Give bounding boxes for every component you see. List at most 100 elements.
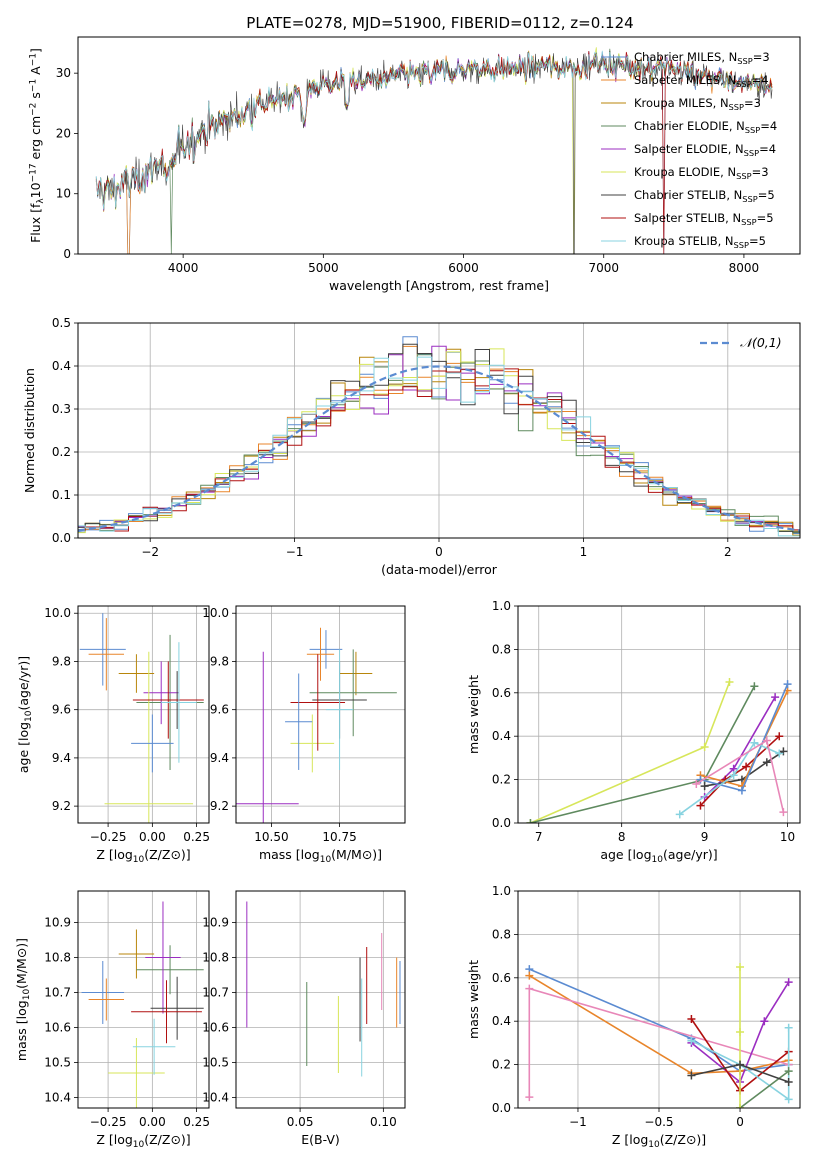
data-point [775,749,784,758]
x-tick-label: −0.5 [644,1115,673,1129]
legend-label: 𝒩(0,1) [740,335,782,350]
x-tick-label: −2 [141,545,159,559]
data-point [750,738,759,747]
data-point [725,677,734,686]
series-line [679,741,780,815]
legend-label: Kroupa ELODIE, NSSP=3 [634,165,769,181]
series-line [528,974,789,1075]
y-tick-label: 0.4 [492,1014,511,1028]
x-tick-label: 2 [724,545,732,559]
y-tick-label: 9.6 [210,703,229,717]
data-point [687,1071,696,1080]
y-tick-label: 10.0 [202,606,229,620]
chart-age_vs_Z: −0.25 0.00 0.25 9.2 9.4 9.6 9.8 10.0 Z [log10(Z/… [16,605,210,865]
x-tick-label: −0.25 [90,1115,127,1129]
plot-area-residuals [78,336,800,537]
x-tick-label: 10 [780,830,795,844]
x-tick-label: 5000 [308,261,339,275]
x-tick-label: 10.50 [254,830,288,844]
y-axis-label: mass [log10(M/M⊙)] [14,938,32,1061]
data-point [736,1060,745,1069]
data-point [784,1023,793,1032]
data-point [742,762,751,771]
x-axis-label: wavelength [Angstrom, rest frame] [329,278,549,293]
data-point [750,682,759,691]
y-tick-label: 9.8 [210,654,229,668]
y-tick-label: 0.0 [52,531,71,545]
chart-weight_vs_age: 7 8 9 10 0.0 0.2 0.4 0.6 0.8 1.0 age [log10(age/yr… [466,599,801,865]
x-tick-label: 0.00 [139,1115,166,1129]
normal-curve [78,365,800,532]
figure-title: PLATE=0278, MJD=51900, FIBERID=0112, z=0… [246,14,633,32]
y-tick-label: 10.9 [44,916,71,930]
data-point [775,732,784,741]
legend-label: Salpeter ELODIE, NSSP=4 [634,142,776,158]
chart-age_vs_mass: 10.50 10.75 9.2 9.4 9.6 9.8 10.0 mass [log10(M/… [202,605,406,865]
plot-area-weight_vs_Z [525,962,793,1108]
y-tick-label: 10.4 [44,1091,71,1105]
data-point [737,786,746,795]
x-tick-label: 0.00 [139,830,166,844]
x-axis-label: E(B-V) [301,1132,340,1147]
plot-area-age_vs_mass [236,627,397,823]
y-tick-label: 0.0 [492,816,511,830]
data-point [700,782,709,791]
axes-frame [235,890,406,1109]
y-tick-label: 0.2 [492,773,511,787]
y-tick-label: 0.1 [52,488,71,502]
data-point [736,962,745,971]
x-tick-label: −1 [286,545,304,559]
y-axis-label: Normed distribution [22,368,37,493]
y-tick-label: 0.4 [492,729,511,743]
x-tick-label: 0.25 [183,830,210,844]
y-tick-label: 1.0 [492,599,511,613]
data-point [762,736,771,745]
x-axis-label: age [log10(age/yr)] [600,847,717,865]
y-tick-label: 1.0 [492,884,511,898]
x-axis-label: Z [log10(Z/Z⊙)] [96,847,190,865]
data-point [779,808,788,817]
plot-area-weight_vs_age [526,677,792,823]
x-tick-label: 0 [736,1115,744,1129]
y-tick-label: 0.2 [492,1058,511,1072]
y-axis-label: mass weight [466,675,481,754]
y-tick-label: 10.9 [202,916,229,930]
x-tick-label: 10.75 [322,830,356,844]
y-tick-label: 10.5 [44,1056,71,1070]
y-tick-label: 10.6 [202,1021,229,1035]
y-tick-label: 9.4 [52,751,71,765]
data-point [760,1017,769,1026]
x-tick-label: 7000 [588,261,619,275]
y-tick-label: 0.8 [492,927,511,941]
series-line [691,1027,790,1101]
data-point [700,743,709,752]
data-point [525,971,534,980]
data-point [784,1067,793,1076]
x-tick-label: 8 [618,830,626,844]
y-tick-label: 9.4 [210,751,229,765]
x-tick-label: 0.10 [370,1115,397,1129]
axes-frame [235,605,406,824]
y-tick-label: 0.6 [492,686,511,700]
chart-mass_vs_Z: −0.25 0.00 0.25 10.4 10.5 10.6 10.7 10.8 10.9 Z [… [14,890,210,1150]
x-tick-label: 0 [435,545,443,559]
y-tick-label: 30 [56,66,71,80]
histogram-step [78,356,800,537]
y-tick-label: 10.5 [202,1056,229,1070]
y-tick-label: 9.6 [52,703,71,717]
x-tick-label: 6000 [448,261,479,275]
x-tick-label: 7 [535,830,543,844]
data-point [696,801,705,810]
y-tick-label: 20 [56,126,71,140]
y-axis-label: age [log10(age/yr)] [16,656,34,773]
y-tick-label: 10.8 [44,951,71,965]
data-point [692,779,701,788]
data-point [784,1095,793,1104]
y-tick-label: 0 [63,247,71,261]
x-tick-label: −1 [569,1115,587,1129]
x-axis-label: Z [log10(Z/Z⊙)] [612,1132,706,1150]
y-tick-label: 10.0 [44,606,71,620]
data-point [687,1015,696,1024]
data-point [675,810,684,819]
